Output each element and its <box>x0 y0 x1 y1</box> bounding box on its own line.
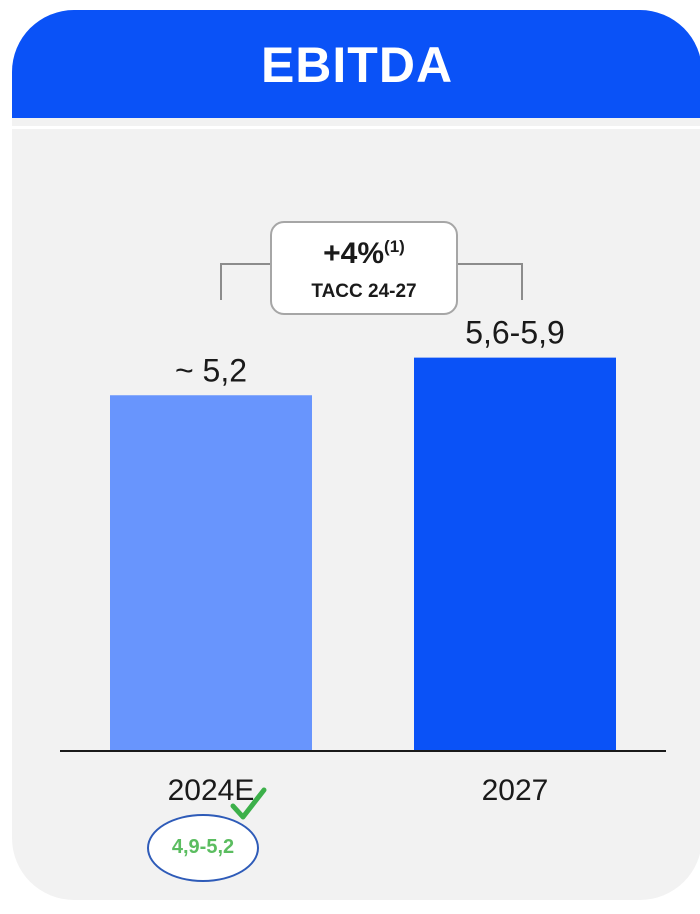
page-title: EBITDA <box>260 37 454 93</box>
cagr-callout: +4%(1) TACC 24-27 <box>270 221 458 315</box>
cagr-bracket-right <box>458 263 523 300</box>
header-divider <box>12 126 700 129</box>
cagr-bracket-left <box>220 263 270 300</box>
check-icon <box>230 787 267 820</box>
value-label-2027: 5,6-5,9 <box>465 315 565 351</box>
card-header: EBITDA <box>12 10 700 118</box>
cagr-label: TACC 24-27 <box>311 281 417 302</box>
guidance-badge: 4,9-5,2 <box>147 814 259 882</box>
bar-2027 <box>414 357 616 751</box>
value-label-2024E: ~ 5,2 <box>175 352 247 388</box>
bar-2024E <box>110 395 312 751</box>
guidance-text: 4,9-5,2 <box>171 836 235 858</box>
cagr-value: +4% <box>323 237 385 270</box>
category-label-2024E: 2024E <box>168 774 255 807</box>
cagr-footnote: (1) <box>384 237 405 256</box>
category-label-2027: 2027 <box>482 774 549 807</box>
